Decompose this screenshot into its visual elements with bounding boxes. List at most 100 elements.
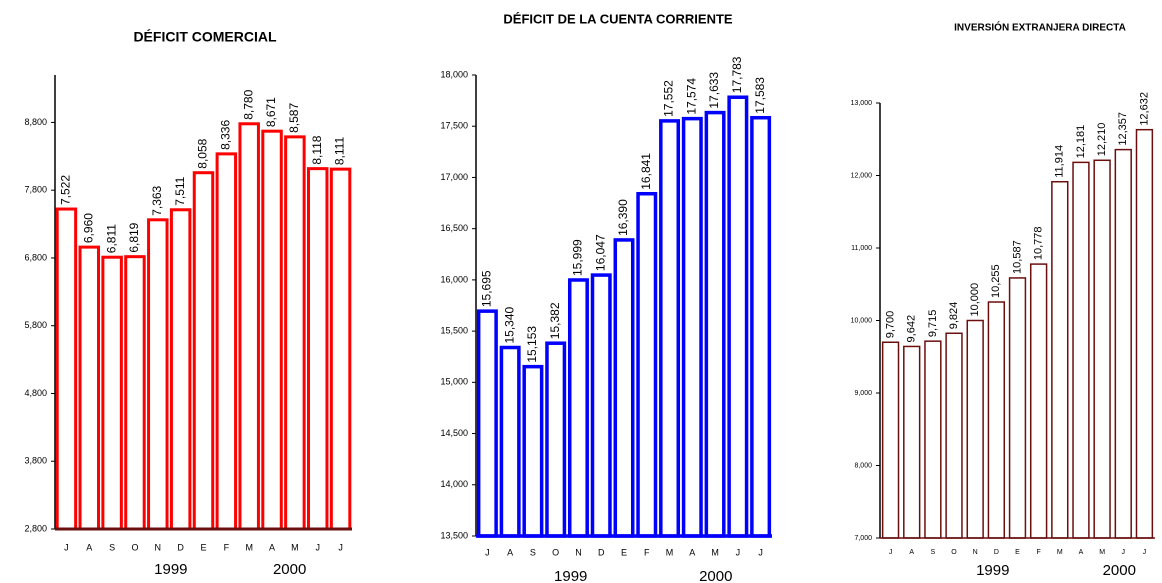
year-label: 1999 <box>154 561 187 578</box>
value-label: 10,000 <box>969 283 981 317</box>
value-label: 6,811 <box>104 224 118 253</box>
bar <box>522 364 544 538</box>
bar <box>192 171 215 531</box>
y-tick-label: 5,800 <box>24 320 47 330</box>
x-tick-label: A <box>86 542 92 552</box>
value-label: 6,960 <box>81 213 95 243</box>
value-label: 10,778 <box>1033 226 1045 260</box>
value-label: 11,914 <box>1054 145 1066 178</box>
x-tick-label: O <box>951 549 957 556</box>
bar <box>545 341 567 538</box>
y-tick-label: 13,000 <box>851 100 873 107</box>
bar <box>124 255 146 531</box>
value-label: 15,153 <box>525 326 539 363</box>
value-label: 8,118 <box>310 135 324 164</box>
year-label: 1999 <box>554 568 587 583</box>
bar <box>329 167 352 531</box>
y-tick-label: 18,000 <box>440 69 468 79</box>
x-tick-label: A <box>507 547 513 557</box>
value-label: 7,363 <box>150 185 164 215</box>
value-label: 12,181 <box>1075 125 1087 159</box>
y-tick-label: 7,800 <box>24 185 47 195</box>
chart-title: INVERSIÓN EXTRANJERA DIRECTA <box>954 21 1126 34</box>
value-label: 8,587 <box>287 103 301 133</box>
x-tick-label: F <box>1037 549 1041 556</box>
y-tick-label: 11,000 <box>851 245 872 252</box>
x-tick-label: D <box>177 542 184 552</box>
value-label: 16,390 <box>616 199 630 236</box>
x-tick-label: J <box>1143 549 1147 556</box>
bar <box>924 340 942 539</box>
value-label: 12,210 <box>1096 123 1108 157</box>
value-label: 15,999 <box>571 239 585 276</box>
x-tick-label: S <box>530 547 536 557</box>
bar <box>966 319 984 539</box>
bar <box>476 309 498 538</box>
value-label: 17,783 <box>730 56 744 93</box>
x-tick-label: M <box>245 542 253 552</box>
y-tick-label: 7,000 <box>854 535 872 542</box>
value-label: 9,824 <box>948 302 960 330</box>
x-tick-label: S <box>109 542 115 552</box>
x-tick-label: J <box>889 549 893 556</box>
y-tick-label: 8,000 <box>854 462 872 469</box>
x-tick-label: F <box>644 547 650 557</box>
value-label: 17,583 <box>753 77 767 114</box>
y-tick-label: 15,000 <box>440 377 468 387</box>
y-tick-label: 16,500 <box>440 223 468 233</box>
x-tick-label: F <box>224 542 230 552</box>
bar <box>215 152 238 531</box>
bar <box>78 245 101 531</box>
x-tick-label: N <box>575 547 582 557</box>
year-label: 2000 <box>699 568 732 583</box>
x-tick-label: J <box>338 542 343 552</box>
y-tick-label: 13,500 <box>440 530 468 540</box>
x-tick-label: M <box>666 547 674 557</box>
value-label: 16,841 <box>639 153 653 190</box>
y-tick-label: 14,000 <box>440 479 468 489</box>
x-tick-label: A <box>1079 549 1084 556</box>
y-tick-label: 4,800 <box>24 388 47 398</box>
x-tick-label: N <box>155 542 162 552</box>
value-label: 16,047 <box>593 234 607 271</box>
value-label: 12,357 <box>1117 112 1129 146</box>
x-tick-label: M <box>1099 549 1105 556</box>
year-label: 2000 <box>273 561 306 578</box>
x-tick-label: J <box>758 547 763 557</box>
x-tick-label: D <box>598 547 605 557</box>
y-tick-label: 14,500 <box>440 428 468 438</box>
x-tick-label: J <box>736 547 741 557</box>
bar <box>1114 148 1132 539</box>
bar <box>169 208 192 531</box>
value-label: 8,671 <box>264 97 278 127</box>
value-label: 17,633 <box>707 72 721 109</box>
bar <box>1051 180 1069 539</box>
bar <box>636 191 658 538</box>
value-label: 9,715 <box>927 310 939 338</box>
x-tick-label: S <box>931 549 936 556</box>
bar <box>659 119 681 538</box>
bar <box>238 122 260 531</box>
value-label: 7,511 <box>173 176 187 205</box>
bar <box>1072 161 1090 539</box>
bar <box>101 255 123 531</box>
value-label: 8,336 <box>219 120 233 150</box>
value-label: 17,552 <box>662 80 676 117</box>
y-tick-label: 16,000 <box>440 274 468 284</box>
value-label: 10,587 <box>1011 240 1023 274</box>
value-label: 17,574 <box>684 78 698 115</box>
bar <box>681 116 703 538</box>
x-tick-label: M <box>711 547 719 557</box>
x-tick-label: J <box>64 542 69 552</box>
bar <box>945 332 963 539</box>
y-tick-label: 6,800 <box>24 252 47 262</box>
y-tick-label: 12,000 <box>851 172 873 179</box>
bar <box>704 110 726 538</box>
chart-title: DÉFICIT DE LA CUENTA CORRIENTE <box>503 11 733 26</box>
bar <box>147 218 169 531</box>
value-label: 9,700 <box>884 311 896 339</box>
y-tick-label: 2,800 <box>24 523 47 533</box>
value-label: 7,522 <box>59 175 73 205</box>
x-tick-label: O <box>552 547 559 557</box>
bar <box>567 278 589 538</box>
